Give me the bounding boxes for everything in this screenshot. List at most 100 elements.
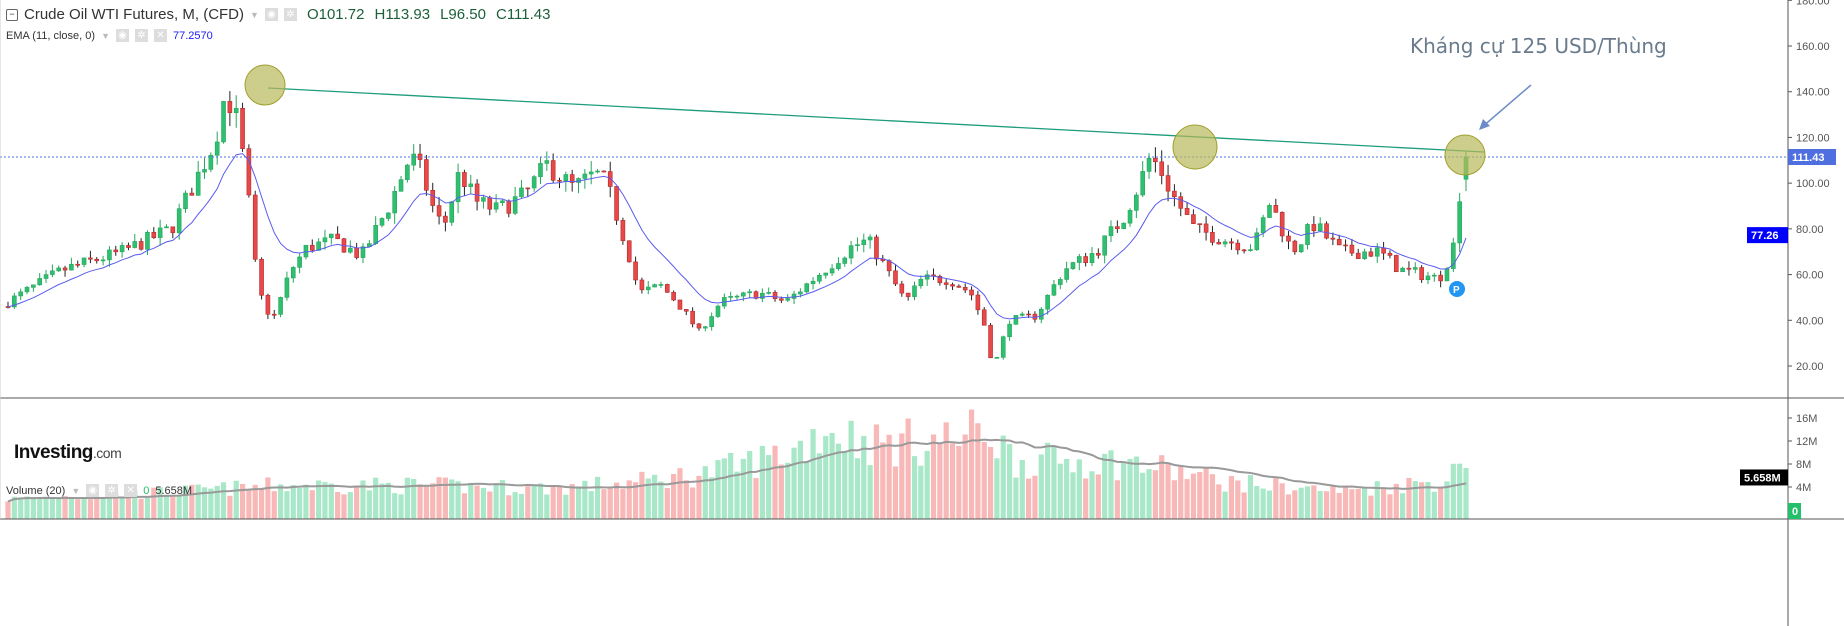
candle-body xyxy=(1292,240,1298,253)
volume-bar xyxy=(664,488,670,519)
volume-bar xyxy=(62,496,68,519)
eye-icon[interactable]: ◉ xyxy=(115,29,129,42)
candle-body xyxy=(861,239,867,245)
volume-bar xyxy=(119,497,125,519)
candle-body xyxy=(544,160,550,164)
candle-body xyxy=(157,227,163,238)
symbol-title[interactable]: Crude Oil WTI Futures, M, (CFD) xyxy=(24,6,245,23)
volume-bar xyxy=(1444,481,1450,519)
volume-bar xyxy=(1102,453,1108,519)
candle-body xyxy=(1165,175,1171,192)
volume-bar xyxy=(468,482,474,519)
gear-icon[interactable]: ✲ xyxy=(134,29,148,42)
volume-bar xyxy=(182,485,189,519)
volume-bar xyxy=(1171,480,1177,519)
gear-icon[interactable]: ✲ xyxy=(283,8,297,21)
candle-body xyxy=(271,313,277,316)
volume-bar xyxy=(328,483,334,519)
candle-body xyxy=(94,258,100,262)
volume-label[interactable]: Volume (20) xyxy=(6,484,66,497)
candle-body xyxy=(176,208,182,234)
close-icon[interactable]: ✕ xyxy=(153,29,167,42)
volume-bar xyxy=(379,483,385,519)
candle-body xyxy=(836,263,841,270)
gear-icon[interactable]: ✲ xyxy=(105,484,119,497)
volume-bar xyxy=(208,488,214,519)
volume-bar xyxy=(930,434,937,519)
ema-label[interactable]: EMA (11, close, 0) xyxy=(6,29,96,42)
pattern-marker-text: P xyxy=(1453,285,1460,296)
candle-body xyxy=(373,224,378,244)
close-icon[interactable]: ✕ xyxy=(124,484,138,497)
volume-bar xyxy=(696,475,702,519)
candle-body xyxy=(1229,241,1234,244)
volume-bar xyxy=(651,474,658,519)
candle-body xyxy=(601,170,607,173)
volume-bar xyxy=(11,496,17,519)
volume-bar xyxy=(163,495,170,519)
volume-bar xyxy=(1228,476,1235,519)
price-tick-label: 40.00 xyxy=(1796,315,1824,327)
volume-bar xyxy=(297,487,303,519)
volume-bar xyxy=(423,485,429,519)
candle-body xyxy=(50,270,55,275)
volume-bar xyxy=(823,436,829,519)
peak-highlight-circle xyxy=(244,64,286,106)
volume-bar xyxy=(265,477,271,519)
volume-bar xyxy=(1412,481,1418,519)
candle-body xyxy=(899,283,905,294)
candle-body xyxy=(1134,194,1139,211)
resistance-annotation[interactable]: Kháng cự 125 USD/Thùng xyxy=(1410,34,1667,58)
volume-bar xyxy=(1457,463,1463,519)
candle-body xyxy=(1197,223,1203,225)
volume-bar xyxy=(1197,472,1203,519)
candle-body xyxy=(170,226,176,234)
volume-bar xyxy=(905,418,911,519)
volume-bar xyxy=(1190,473,1197,519)
volume-bar xyxy=(867,465,873,519)
volume-bar xyxy=(1152,470,1158,519)
volume-bar xyxy=(810,429,816,519)
candle-body xyxy=(709,316,714,328)
volume-bar xyxy=(138,498,144,519)
volume-bar xyxy=(233,480,239,519)
candle-body xyxy=(411,153,417,166)
candle-body xyxy=(582,173,588,179)
candle-body xyxy=(1184,208,1190,215)
volume-bar xyxy=(981,441,987,519)
candle-body xyxy=(1330,237,1336,240)
volume-bar xyxy=(1038,454,1044,519)
volume-bar xyxy=(335,492,341,519)
volume-bar xyxy=(75,499,81,519)
volume-bar xyxy=(1159,455,1165,519)
candle-body xyxy=(1286,235,1291,242)
volume-bar xyxy=(360,480,366,519)
arrow-head-icon xyxy=(1479,119,1490,130)
chevron-down-icon[interactable]: ▼ xyxy=(101,30,110,41)
candle-body xyxy=(1191,214,1196,224)
candle-body xyxy=(386,212,391,219)
volume-bar xyxy=(1057,463,1063,519)
volume-bar xyxy=(620,488,626,519)
volume-bar xyxy=(1425,482,1431,519)
volume-bar xyxy=(677,468,683,519)
candle-body xyxy=(664,284,670,293)
candle-body xyxy=(848,245,854,259)
chevron-down-icon[interactable]: ▼ xyxy=(71,485,81,496)
candle-body xyxy=(151,231,157,238)
collapse-icon[interactable]: − xyxy=(6,8,18,21)
eye-icon[interactable]: ◉ xyxy=(86,484,100,497)
volume-bar xyxy=(290,485,296,519)
volume-bar xyxy=(569,484,575,519)
volume-bar xyxy=(258,487,265,519)
volume-bar xyxy=(1133,456,1139,519)
candle-body xyxy=(614,186,619,221)
candle-body xyxy=(392,191,397,214)
candle-body xyxy=(227,101,233,114)
candle-body xyxy=(335,233,340,240)
eye-icon[interactable]: ◉ xyxy=(264,8,278,21)
chevron-down-icon[interactable]: ▼ xyxy=(250,9,259,20)
candle-body xyxy=(455,172,461,203)
candle-body xyxy=(1019,313,1025,316)
